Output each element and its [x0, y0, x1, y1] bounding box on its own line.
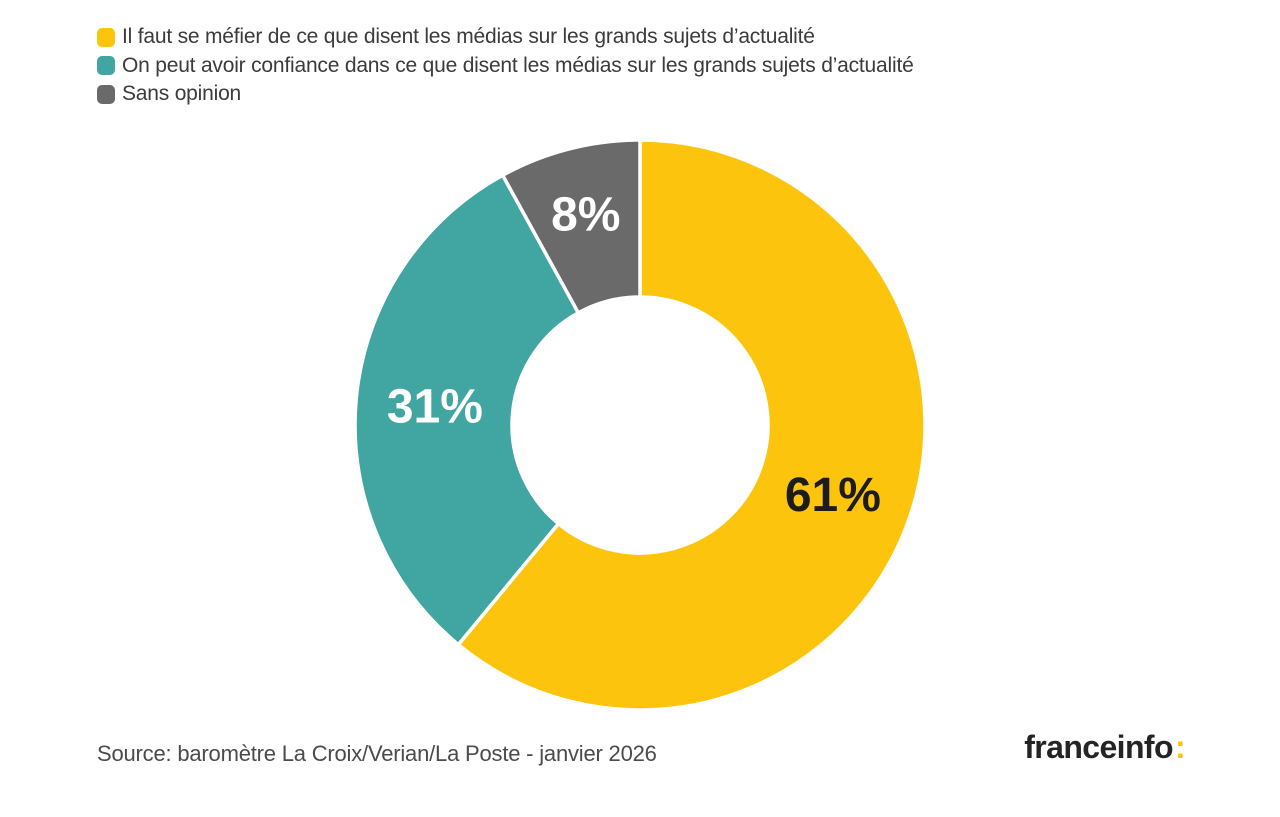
donut-chart: 61% 31% 8% [340, 125, 940, 725]
legend-item: Sans opinion [97, 80, 914, 109]
legend-item: On peut avoir confiance dans ce que dise… [97, 52, 914, 81]
slice-value-label: 8% [551, 189, 620, 242]
donut-chart-svg: 61% 31% 8% [353, 138, 927, 712]
logo-text: franceinfo [1024, 729, 1173, 765]
legend-swatch-teal [97, 56, 115, 76]
legend-label: On peut avoir confiance dans ce que dise… [122, 53, 914, 77]
legend-label: Il faut se méfier de ce que disent les m… [122, 25, 815, 49]
legend-swatch-yellow [97, 27, 115, 47]
franceinfo-logo: franceinfo: [1024, 729, 1185, 766]
donut-slice [500, 138, 642, 315]
source-text: Source: baromètre La Croix/Verian/La Pos… [97, 741, 657, 766]
legend-item: Il faut se méfier de ce que disent les m… [97, 23, 914, 52]
legend-swatch-gray [97, 84, 115, 104]
chart-legend: Il faut se méfier de ce que disent les m… [97, 23, 914, 109]
slice-value-label: 31% [387, 380, 483, 433]
slice-value-label: 61% [785, 469, 881, 522]
legend-label: Sans opinion [122, 82, 242, 106]
donut-slice [353, 173, 581, 647]
donut-slice [456, 138, 927, 712]
logo-colon: : [1174, 729, 1186, 765]
